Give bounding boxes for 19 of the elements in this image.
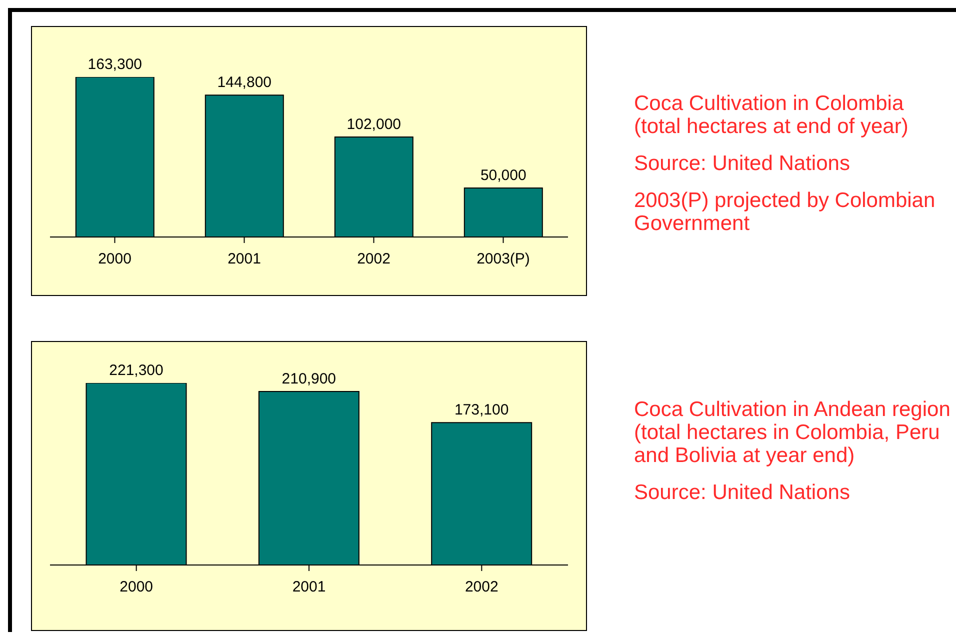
data-label: 50,000 bbox=[480, 167, 526, 184]
data-label: 144,800 bbox=[217, 74, 272, 92]
data-label: 173,100 bbox=[454, 402, 509, 419]
x-tick-label: 2000 bbox=[120, 578, 154, 596]
source-note: Source: United Nations bbox=[634, 152, 851, 175]
x-tick-label: 2001 bbox=[228, 250, 261, 268]
text: Coca Cultivation in Andean region (total hectares in Colombia, Peru and Bolivia at year end) bbox=[634, 398, 952, 467]
data-label: 102,000 bbox=[346, 116, 402, 134]
x-tick-label: 2002 bbox=[464, 578, 498, 596]
data-label: 163,300 bbox=[88, 56, 142, 73]
data-label: 210,900 bbox=[282, 370, 336, 388]
x-tick-label: 2000 bbox=[98, 250, 132, 268]
x-tick-label: 2002 bbox=[357, 250, 390, 268]
text: 2003(P) projected by Colombian Government bbox=[634, 189, 936, 235]
data-label: 221,300 bbox=[109, 362, 164, 379]
x-tick-label: 2003(P) bbox=[476, 250, 530, 268]
x-tick-label: 2001 bbox=[292, 578, 326, 596]
text: Coca Cultivation in Colombia (total hectares at end of year) bbox=[634, 92, 910, 138]
source-note: Source: United Nations bbox=[634, 481, 851, 504]
